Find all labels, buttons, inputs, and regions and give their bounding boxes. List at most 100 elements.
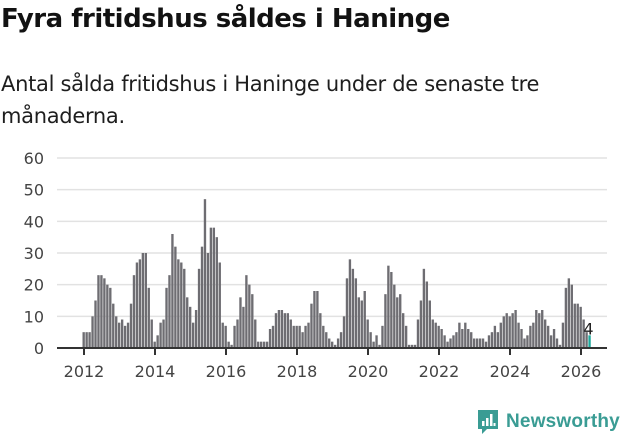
bar: [304, 325, 307, 348]
bar: [428, 300, 431, 348]
bar: [416, 319, 420, 348]
bar: [103, 278, 106, 348]
bar: [473, 338, 476, 348]
bar: [115, 316, 118, 348]
bar: [274, 313, 278, 348]
y-tick-label: 60: [24, 149, 44, 168]
bar: [307, 322, 310, 348]
bar: [168, 275, 171, 348]
bar: [529, 325, 532, 348]
bar: [153, 341, 156, 348]
bar: [251, 294, 254, 348]
bar: [333, 344, 337, 348]
x-tick-label: 2020: [348, 362, 389, 381]
bar: [150, 319, 153, 348]
bar: [239, 297, 242, 348]
bar: [582, 319, 585, 348]
bar: [520, 329, 523, 348]
x-tick-label: 2024: [490, 362, 531, 381]
bar: [570, 284, 573, 348]
bar: [280, 310, 284, 348]
bar: [227, 341, 230, 348]
bar: [354, 278, 358, 348]
chart-canvas: 0 10 20 30 40 50 60 4 2012 2014 2016 2018 2020 2022 20…: [24, 149, 607, 381]
bar: [567, 278, 571, 348]
bar: [549, 335, 553, 348]
bar: [212, 227, 216, 348]
bar: [508, 316, 511, 348]
bar: [493, 325, 497, 348]
newsworthy-logo: Newsworthy: [476, 408, 620, 436]
bar: [174, 246, 177, 348]
bar: [470, 332, 473, 348]
bar: [360, 300, 363, 348]
bar: [316, 291, 319, 348]
bar: [546, 325, 550, 348]
bar: [464, 322, 467, 348]
bar: [165, 287, 168, 348]
bar: [191, 322, 195, 348]
bar: [265, 341, 269, 348]
bar: [496, 332, 500, 348]
bar: [268, 329, 272, 348]
bar: [538, 313, 541, 348]
bar: [123, 325, 127, 348]
bar: [120, 319, 124, 348]
bar: [407, 344, 411, 348]
bar: [413, 344, 417, 348]
bar: [351, 268, 355, 348]
bar: [126, 322, 130, 348]
bar: [523, 338, 526, 348]
bar: [97, 275, 100, 348]
bar: [289, 319, 292, 348]
bar: [215, 237, 218, 348]
bar: [475, 338, 479, 348]
bar: [487, 335, 491, 348]
bar: [511, 313, 514, 348]
bar: [434, 322, 437, 348]
bar: [384, 294, 387, 348]
bar: [345, 278, 349, 348]
bar: [171, 234, 174, 348]
bar: [200, 246, 204, 348]
y-tick-label: 40: [24, 212, 44, 231]
bar: [532, 322, 535, 348]
bar: [422, 268, 426, 348]
bar: [455, 332, 458, 348]
bar: [437, 325, 440, 348]
bar: [206, 253, 210, 348]
bar: [313, 291, 316, 348]
bar: [399, 294, 402, 348]
bar: [118, 322, 121, 348]
last-value-label: 4: [583, 319, 593, 338]
bar: [499, 322, 502, 348]
bar: [100, 275, 103, 348]
bar: [419, 300, 423, 348]
bar: [517, 322, 520, 348]
bar: [396, 297, 399, 348]
bar: [381, 325, 384, 348]
bar: [262, 341, 266, 348]
bar: [310, 303, 313, 348]
bar: [410, 344, 414, 348]
bar: [390, 272, 393, 348]
bar: [236, 319, 239, 348]
bar: [342, 316, 346, 348]
bar: [446, 341, 449, 348]
bar: [159, 322, 162, 348]
x-tick-label: 2018: [277, 362, 318, 381]
y-tick-label: 30: [24, 244, 44, 263]
bar: [224, 325, 227, 348]
bar: [387, 265, 390, 348]
bar: [138, 259, 142, 348]
bar-chart-speech-bubble-icon: [478, 410, 498, 434]
logo-text: Newsworthy: [506, 411, 620, 432]
bar: [186, 297, 189, 348]
bar: [325, 332, 328, 348]
y-tick-label: 50: [24, 181, 44, 200]
bar: [112, 303, 115, 348]
bar: [197, 268, 201, 348]
bar: [129, 303, 133, 348]
bar: [162, 319, 165, 348]
bar: [339, 332, 343, 348]
